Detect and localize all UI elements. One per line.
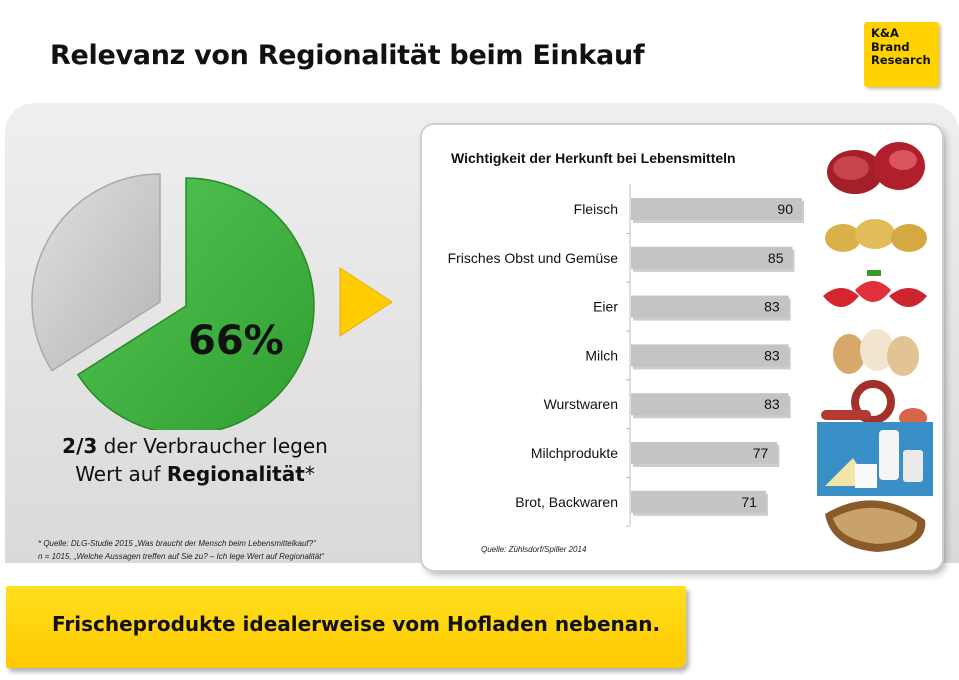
claim-part-2: der Verbraucher legen	[97, 434, 328, 458]
potatoes-image	[817, 214, 933, 264]
pie-value-label: 66%	[188, 318, 284, 364]
logo-line-3: Research	[871, 53, 931, 67]
category-label: Brot, Backwaren	[515, 494, 618, 510]
bar-4	[631, 393, 789, 416]
category-label: Milch	[585, 347, 618, 363]
claim-fraction: 2/3	[62, 434, 98, 458]
pie-slice-main	[76, 177, 315, 430]
value-label: 77	[753, 445, 769, 461]
category-label: Eier	[593, 299, 618, 315]
value-label: 83	[764, 396, 780, 412]
footnote: * Quelle: DLG-Studie 2015 „Was braucht d…	[38, 537, 324, 563]
logo-line-1: K&A	[871, 26, 899, 40]
page-title: Relevanz von Regionalität beim Einkauf	[50, 40, 645, 71]
dairy-image	[817, 422, 933, 496]
category-label: Frisches Obst und Gemüse	[448, 250, 619, 266]
banner-text: Frischeprodukte idealerweise vom Hoflade…	[52, 612, 661, 636]
footnote-line-2: n = 1015, „Welche Aussagen treffen auf S…	[38, 552, 325, 561]
value-label: 83	[764, 347, 780, 363]
claim-text: 2/3 der Verbraucher legen Wert auf Regio…	[40, 432, 350, 488]
banner	[6, 586, 686, 668]
bar-chart: Fleisch 90 Frisches Obst und Gemüse 85 Eier 8…	[448, 184, 804, 527]
bar-2	[631, 295, 789, 318]
logo-line-2: Brand	[871, 39, 910, 54]
chart-title: Wichtigkeit der Herkunft bei Lebensmitte…	[451, 150, 736, 166]
bar-1	[631, 246, 793, 269]
value-label: 90	[777, 201, 793, 217]
pie-slice-rest	[31, 173, 161, 372]
claim-keyword: Regionalität	[166, 462, 305, 486]
bar-5	[631, 442, 778, 464]
value-label: 83	[764, 299, 780, 315]
arrow-right-icon	[339, 267, 393, 337]
chart-source: Quelle: Zühlsdorf/Spiller 2014	[481, 545, 587, 554]
footnote-line-1: * Quelle: DLG-Studie 2015 „Was braucht d…	[38, 539, 316, 548]
category-label: Fleisch	[574, 201, 618, 217]
category-label: Milchprodukte	[531, 445, 618, 461]
claim-asterisk: *	[304, 462, 315, 486]
value-label: 71	[741, 494, 757, 510]
eggs-image	[817, 322, 933, 384]
value-label: 85	[768, 250, 784, 266]
bar-0	[631, 198, 802, 220]
bread-image	[817, 496, 933, 558]
strawberries-image	[817, 268, 933, 318]
meat-image	[817, 134, 933, 206]
category-label: Wurstwaren	[544, 396, 618, 412]
bar-3	[631, 344, 789, 367]
claim-part-3: Wert auf	[75, 462, 167, 486]
bar-6	[631, 490, 766, 513]
food-images	[817, 134, 933, 558]
pie-chart	[31, 173, 315, 430]
brand-logo: K&A Brand Research	[864, 22, 939, 87]
